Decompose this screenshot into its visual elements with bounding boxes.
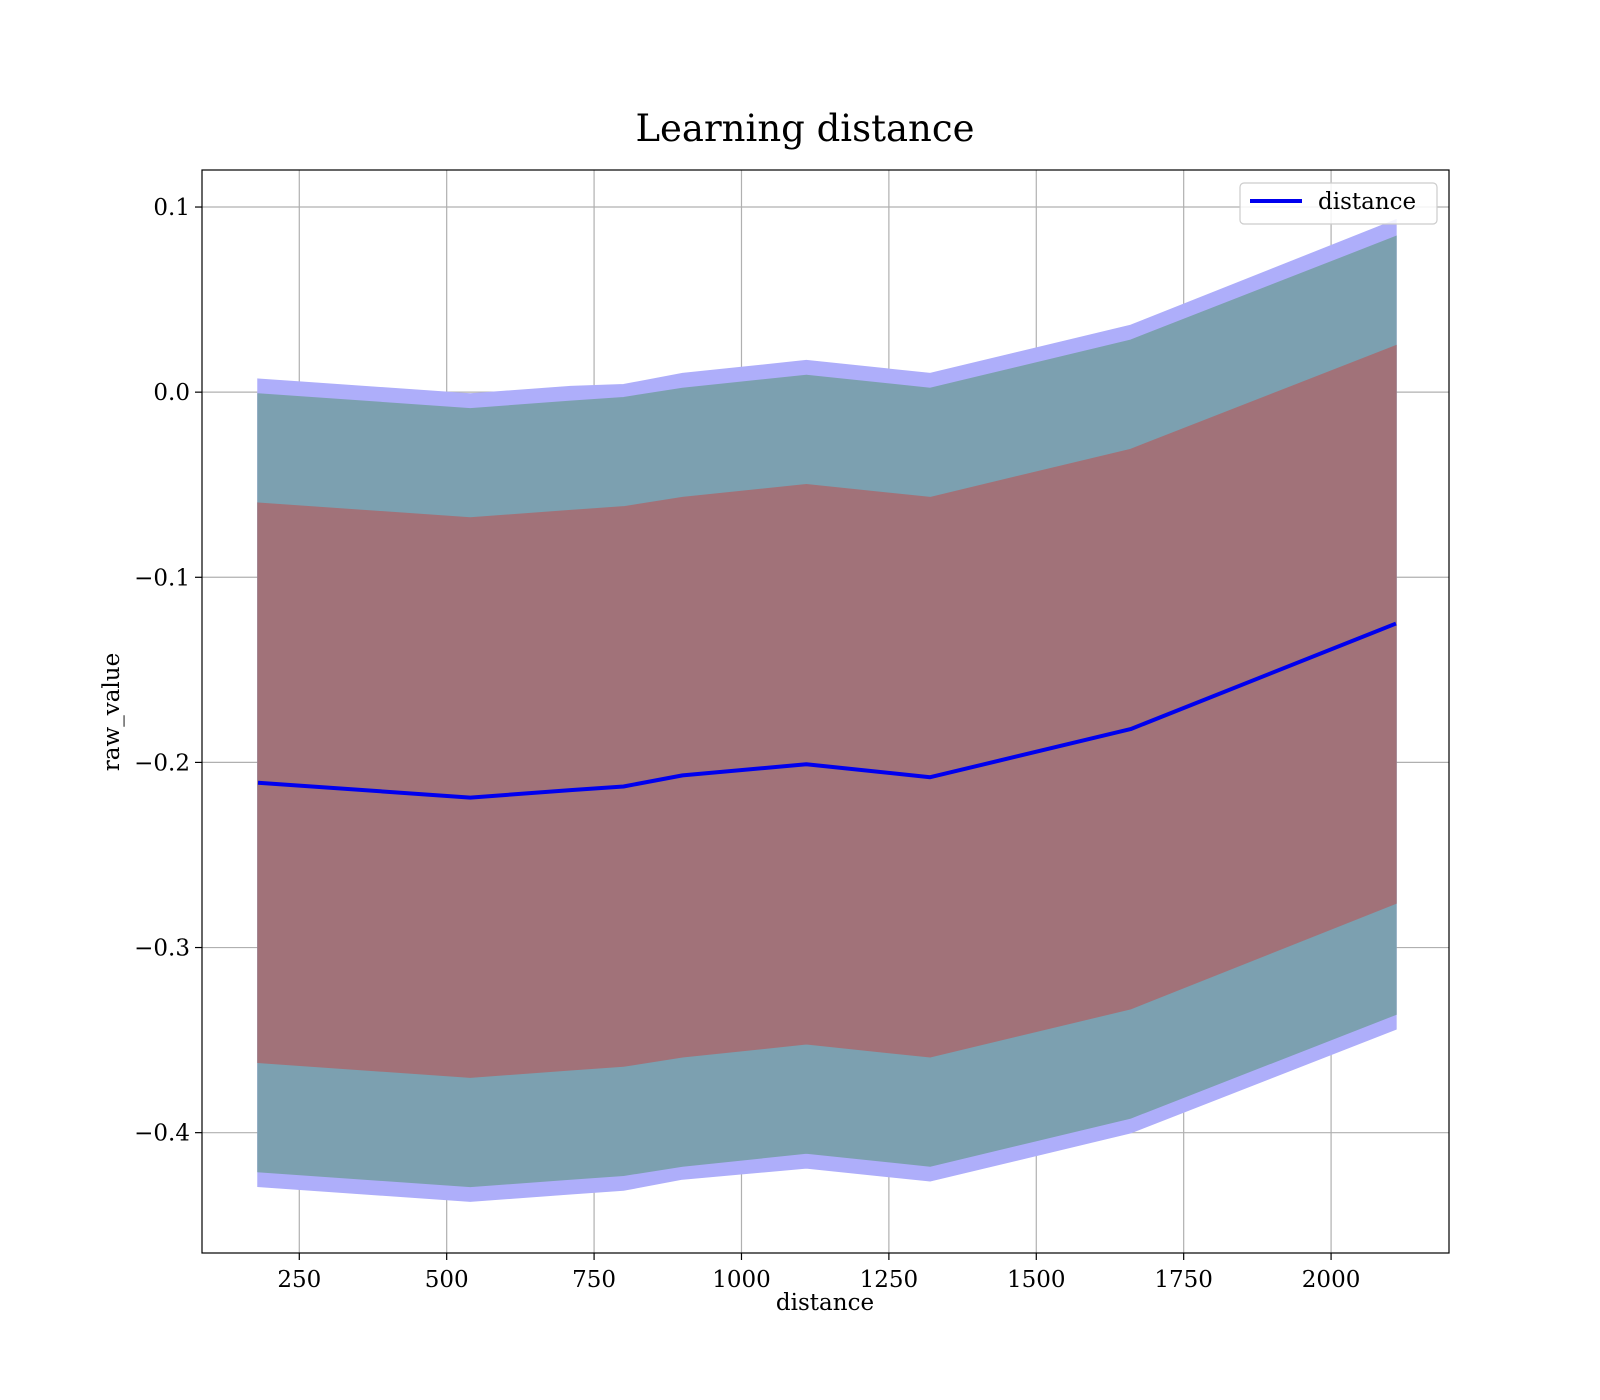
legend-box <box>1239 182 1438 225</box>
x-tick-label: 250 <box>277 1267 321 1293</box>
x-tick-label: 2000 <box>1302 1267 1361 1293</box>
y-tick-label: 0.0 <box>153 380 190 406</box>
chart-title: Learning distance <box>635 107 974 150</box>
x-tick-label: 750 <box>572 1267 616 1293</box>
x-axis-ticks: 250 500 750 1000 1250 1500 1750 2000 <box>277 1253 1360 1293</box>
confidence-bands <box>257 218 1397 1202</box>
series-lines <box>257 621 1397 800</box>
plot-frame <box>201 169 1450 1254</box>
legend: distance <box>1239 182 1438 225</box>
x-tick-label: 1250 <box>860 1267 919 1293</box>
y-tick-label: −0.3 <box>134 936 190 962</box>
y-tick-label: 0.1 <box>153 195 190 221</box>
y-tick-label: −0.2 <box>134 750 190 776</box>
series-line-distance <box>257 621 1397 800</box>
x-tick-label: 1500 <box>1007 1267 1066 1293</box>
legend-label-distance: distance <box>1318 189 1416 215</box>
y-tick-label: −0.4 <box>134 1121 190 1147</box>
y-axis-ticks: 0.1 0.0 −0.1 −0.2 −0.3 −0.4 <box>134 195 202 1147</box>
y-axis-label: raw_value <box>99 653 125 771</box>
x-tick-label: 1750 <box>1154 1267 1213 1293</box>
x-tick-label: 1000 <box>712 1267 771 1293</box>
x-axis-label: distance <box>776 1290 874 1316</box>
x-tick-label: 500 <box>425 1267 469 1293</box>
band-inner <box>257 344 1397 1078</box>
y-tick-label: −0.1 <box>134 565 190 591</box>
